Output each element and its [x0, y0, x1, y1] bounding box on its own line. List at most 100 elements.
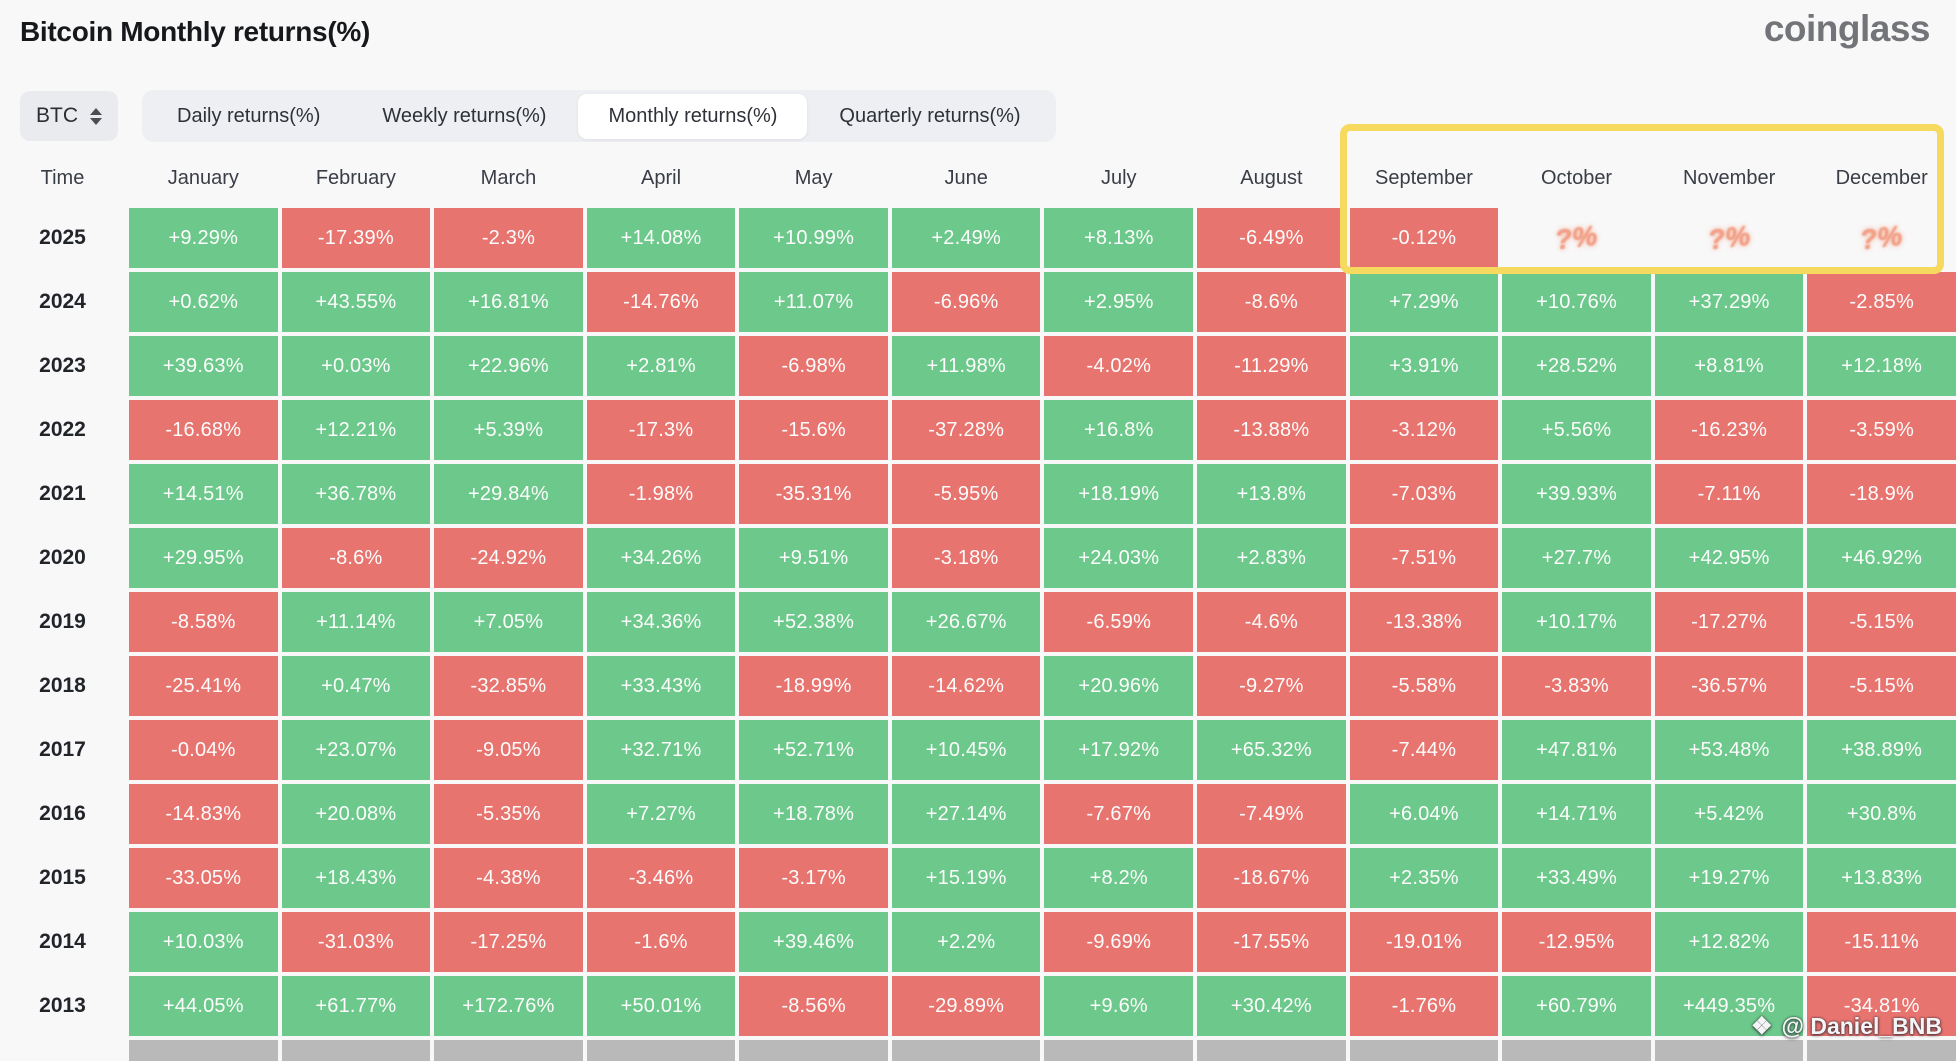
- cell-2018-october: -3.83%: [1502, 656, 1651, 716]
- cell-2020-november: +42.95%: [1654, 528, 1804, 588]
- month-header-march: March: [480, 166, 537, 189]
- cell-2013-july: +9.6%: [1044, 976, 1194, 1036]
- cell-2021-september: -7.03%: [1349, 464, 1499, 524]
- tab-monthly-returns[interactable]: Monthly returns(%): [578, 93, 808, 139]
- cell-2018-march: -32.85%: [434, 656, 583, 716]
- month-header-january: January: [167, 166, 239, 189]
- year-label-2018: 2018: [39, 674, 86, 697]
- symbol-selector[interactable]: BTC: [20, 91, 118, 141]
- cell-2019-september: -13.38%: [1349, 592, 1499, 652]
- tab-weekly-returns[interactable]: Weekly returns(%): [382, 104, 547, 127]
- cell-2022-may: -15.6%: [739, 400, 888, 460]
- cell-2021-october: +39.93%: [1502, 464, 1651, 524]
- cell-2022-march: +5.39%: [434, 400, 583, 460]
- cell-2022-february: +12.21%: [281, 400, 431, 460]
- cell-2025-june: +2.49%: [891, 208, 1041, 268]
- cell-2020-june: -3.18%: [891, 528, 1041, 588]
- cell-pending-october: [1502, 1040, 1651, 1061]
- cell-2022-december: -3.59%: [1807, 400, 1956, 460]
- cell-2014-september: -19.01%: [1349, 912, 1499, 972]
- cell-pending-january: [129, 1040, 278, 1061]
- cell-2017-january: -0.04%: [129, 720, 278, 780]
- cell-2018-december: -5.15%: [1807, 656, 1956, 716]
- cell-2016-september: +6.04%: [1349, 784, 1499, 844]
- month-header-july: July: [1100, 166, 1137, 189]
- cell-2023-february: +0.03%: [281, 336, 431, 396]
- cell-2018-june: -14.62%: [891, 656, 1041, 716]
- month-header-february: February: [315, 166, 396, 189]
- cell-2022-april: -17.3%: [586, 400, 736, 460]
- cell-2020-march: -24.92%: [434, 528, 583, 588]
- cell-2023-may: -6.98%: [739, 336, 888, 396]
- year-label-2022: 2022: [39, 418, 86, 441]
- cell-2015-april: -3.46%: [586, 848, 736, 908]
- cell-2017-july: +17.92%: [1044, 720, 1194, 780]
- cell-2021-june: -5.95%: [891, 464, 1041, 524]
- cell-2017-february: +23.07%: [281, 720, 431, 780]
- cell-2014-may: +39.46%: [739, 912, 888, 972]
- month-header-september: September: [1375, 166, 1473, 189]
- updown-arrows-icon: [90, 107, 102, 125]
- month-header-may: May: [794, 166, 833, 189]
- cell-2023-june: +11.98%: [891, 336, 1041, 396]
- cell-pending-june: [891, 1040, 1041, 1061]
- cell-2020-may: +9.51%: [739, 528, 888, 588]
- cell-2024-april: -14.76%: [586, 272, 736, 332]
- year-label-2016: 2016: [39, 802, 86, 825]
- cell-2014-april: -1.6%: [586, 912, 736, 972]
- cell-2020-august: +2.83%: [1197, 528, 1346, 588]
- cell-2018-november: -36.57%: [1654, 656, 1804, 716]
- cell-2024-december: -2.85%: [1807, 272, 1956, 332]
- cell-2014-february: -31.03%: [281, 912, 431, 972]
- cell-pending-july: [1044, 1040, 1194, 1061]
- cell-2016-march: -5.35%: [434, 784, 583, 844]
- cell-2019-april: +34.36%: [586, 592, 736, 652]
- cell-2025-november: ?%: [1655, 208, 1804, 268]
- cell-2013-november: +449.35%: [1654, 976, 1804, 1036]
- controls-bar: BTC Daily returns(%) Weekly returns(%) M…: [20, 90, 1056, 142]
- cell-2013-september: -1.76%: [1349, 976, 1499, 1036]
- year-label-2015: 2015: [39, 866, 86, 889]
- cell-2016-october: +14.71%: [1502, 784, 1651, 844]
- cell-2015-december: +13.83%: [1807, 848, 1956, 908]
- cell-2020-february: -8.6%: [281, 528, 431, 588]
- cell-2019-june: +26.67%: [891, 592, 1041, 652]
- month-header-october: October: [1540, 166, 1613, 189]
- cell-2021-july: +18.19%: [1044, 464, 1194, 524]
- cell-2019-july: -6.59%: [1044, 592, 1194, 652]
- cell-2022-june: -37.28%: [891, 400, 1041, 460]
- cell-pending-may: [739, 1040, 888, 1061]
- cell-2016-may: +18.78%: [739, 784, 888, 844]
- tab-daily-returns[interactable]: Daily returns(%): [177, 104, 321, 127]
- cell-2019-march: +7.05%: [434, 592, 583, 652]
- cell-2019-february: +11.14%: [281, 592, 431, 652]
- cell-2015-june: +15.19%: [891, 848, 1041, 908]
- cell-pending-february: [281, 1040, 431, 1061]
- cell-2015-august: -18.67%: [1197, 848, 1346, 908]
- cell-2017-december: +38.89%: [1807, 720, 1956, 780]
- cell-2017-september: -7.44%: [1349, 720, 1499, 780]
- cell-2018-april: +33.43%: [586, 656, 736, 716]
- cell-2025-may: +10.99%: [739, 208, 888, 268]
- diamond-icon: ❖: [1751, 1013, 1773, 1040]
- cell-2021-august: +13.8%: [1197, 464, 1346, 524]
- year-label-2013: 2013: [39, 994, 86, 1017]
- cell-2025-july: +8.13%: [1044, 208, 1194, 268]
- cell-2024-july: +2.95%: [1044, 272, 1194, 332]
- cell-2015-january: -33.05%: [129, 848, 278, 908]
- month-header-june: June: [944, 166, 988, 189]
- cell-2014-december: -15.11%: [1807, 912, 1956, 972]
- cell-pending-march: [434, 1040, 583, 1061]
- month-header-november: November: [1682, 166, 1776, 189]
- cell-2017-april: +32.71%: [586, 720, 736, 780]
- tab-quarterly-returns[interactable]: Quarterly returns(%): [839, 104, 1021, 127]
- cell-2015-october: +33.49%: [1502, 848, 1651, 908]
- cell-2013-december: -34.81%: [1807, 976, 1956, 1036]
- cell-2015-july: +8.2%: [1044, 848, 1194, 908]
- cell-2021-april: -1.98%: [586, 464, 736, 524]
- year-label-2017: 2017: [39, 738, 86, 761]
- cell-2014-march: -17.25%: [434, 912, 583, 972]
- cell-2016-january: -14.83%: [129, 784, 278, 844]
- cell-2016-april: +7.27%: [586, 784, 736, 844]
- cell-2015-september: +2.35%: [1349, 848, 1499, 908]
